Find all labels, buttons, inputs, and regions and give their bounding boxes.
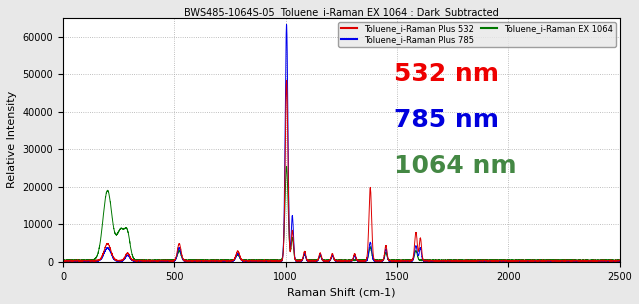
Toluene_i-Raman Plus 785 — [261, 259, 268, 263]
Line: Toluene_i-Raman Plus 532: Toluene_i-Raman Plus 532 — [63, 80, 620, 261]
Toluene_i-Raman Plus 785 — [455, 260, 463, 264]
Toluene_i-Raman EX 1064 — [472, 258, 480, 262]
Text: 1064 nm: 1064 nm — [394, 154, 517, 178]
X-axis label: Raman Shift (cm-1): Raman Shift (cm-1) — [287, 287, 396, 297]
Y-axis label: Relative Intensity: Relative Intensity — [7, 91, 17, 188]
Toluene_i-Raman EX 1064 — [87, 258, 95, 262]
Text: 785 nm: 785 nm — [394, 108, 499, 132]
Toluene_i-Raman Plus 532 — [589, 260, 597, 263]
Toluene_i-Raman Plus 532 — [616, 258, 624, 262]
Toluene_i-Raman Plus 785 — [389, 259, 396, 263]
Toluene_i-Raman EX 1064 — [282, 164, 290, 168]
Toluene_i-Raman Plus 532 — [413, 236, 420, 239]
Toluene_i-Raman EX 1064 — [413, 251, 420, 254]
Toluene_i-Raman Plus 785 — [472, 259, 480, 263]
Line: Toluene_i-Raman Plus 785: Toluene_i-Raman Plus 785 — [63, 25, 620, 262]
Toluene_i-Raman EX 1064 — [59, 259, 67, 262]
Line: Toluene_i-Raman EX 1064: Toluene_i-Raman EX 1064 — [63, 166, 620, 261]
Toluene_i-Raman Plus 785 — [502, 259, 509, 263]
Toluene_i-Raman EX 1064 — [197, 259, 204, 263]
Toluene_i-Raman Plus 785 — [282, 23, 290, 26]
Toluene_i-Raman Plus 532 — [472, 259, 480, 263]
Title: BWS485-1064S-05  Toluene_i-Raman EX 1064 : Dark_Subtracted: BWS485-1064S-05 Toluene_i-Raman EX 1064 … — [184, 7, 498, 18]
Toluene_i-Raman Plus 532 — [282, 78, 290, 82]
Toluene_i-Raman Plus 532 — [261, 259, 268, 263]
Text: 532 nm: 532 nm — [394, 62, 499, 86]
Toluene_i-Raman EX 1064 — [389, 258, 396, 262]
Toluene_i-Raman Plus 785 — [616, 259, 624, 263]
Toluene_i-Raman Plus 785 — [413, 247, 420, 250]
Toluene_i-Raman EX 1064 — [502, 258, 509, 262]
Toluene_i-Raman Plus 785 — [59, 259, 67, 263]
Toluene_i-Raman EX 1064 — [261, 258, 268, 262]
Toluene_i-Raman Plus 785 — [87, 259, 95, 263]
Toluene_i-Raman EX 1064 — [616, 258, 624, 262]
Toluene_i-Raman Plus 532 — [502, 259, 509, 263]
Toluene_i-Raman Plus 532 — [389, 259, 396, 262]
Toluene_i-Raman Plus 532 — [87, 259, 95, 262]
Toluene_i-Raman Plus 532 — [59, 259, 67, 262]
Legend: Toluene_i-Raman Plus 532, Toluene_i-Raman Plus 785, Toluene_i-Raman EX 1064: Toluene_i-Raman Plus 532, Toluene_i-Rama… — [338, 22, 615, 47]
